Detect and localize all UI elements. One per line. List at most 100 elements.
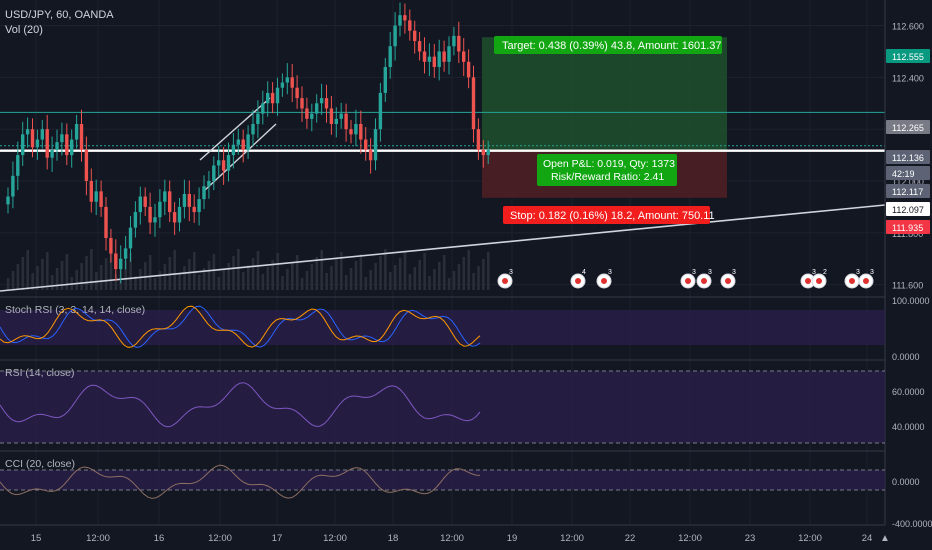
volume-bar xyxy=(85,256,88,290)
price-tag-label: 42:19 xyxy=(892,169,915,179)
candle-body xyxy=(70,139,74,156)
volume-bar xyxy=(80,263,83,290)
volume-bar xyxy=(398,258,402,290)
volume-bar xyxy=(413,267,417,290)
candle-body xyxy=(168,191,172,213)
price-tag-label: 112.136 xyxy=(892,153,924,163)
candle-body xyxy=(128,227,133,249)
volume-bar xyxy=(300,278,304,290)
volume-bar xyxy=(207,261,211,290)
price-tag-label: 112.265 xyxy=(892,123,924,133)
event-badge-dot xyxy=(601,278,607,284)
event-badge-dot xyxy=(863,278,869,284)
cci-line xyxy=(0,464,481,499)
time-label-11: 12:00 xyxy=(678,533,702,544)
volume-bar xyxy=(6,278,10,290)
volume-bar xyxy=(202,268,206,290)
event-badge-dot xyxy=(575,278,581,284)
candle-body xyxy=(334,118,338,124)
rsi-title: RSI (14, close) xyxy=(5,367,74,379)
volume-bar xyxy=(237,249,240,290)
candle-body xyxy=(138,196,142,213)
candle-body xyxy=(413,30,417,42)
channel-line-lower xyxy=(204,123,277,191)
price-tag-label: 111.935 xyxy=(892,223,923,233)
candle-body xyxy=(275,87,280,104)
time-label-8: 19 xyxy=(507,533,518,544)
volume-bar xyxy=(393,265,397,290)
candle-body xyxy=(270,92,275,104)
event-badge-count: 3 xyxy=(812,269,816,276)
candle-body xyxy=(187,193,191,207)
volume-bar xyxy=(384,249,387,290)
volume-bar xyxy=(246,265,250,290)
candle-body xyxy=(285,77,289,83)
candle-body xyxy=(60,134,64,143)
volume-bar xyxy=(271,260,274,290)
candle-body xyxy=(388,46,392,67)
time-label-14: 24 xyxy=(862,533,873,544)
time-label-0: 15 xyxy=(31,533,42,544)
candle-body xyxy=(393,25,397,47)
volume-bar xyxy=(173,250,176,290)
candle-body xyxy=(30,129,35,148)
candle-body xyxy=(6,196,10,205)
candle-body xyxy=(163,191,167,202)
event-badge-count: 2 xyxy=(823,269,827,276)
volume-bar xyxy=(163,264,167,290)
volume-bar xyxy=(428,276,431,290)
event-badge-dot xyxy=(849,278,855,284)
volume-bar xyxy=(168,257,172,290)
candle-body xyxy=(256,113,260,124)
candle-body xyxy=(231,144,236,156)
pnl-label: Open P&L: 0.019, Qty: 1373 xyxy=(543,158,675,170)
volume-bar xyxy=(266,267,270,290)
candle-body xyxy=(457,35,461,52)
event-badge-dot xyxy=(816,278,822,284)
volume-bar xyxy=(477,266,480,290)
candle-body xyxy=(373,129,378,161)
candle-body xyxy=(143,196,147,207)
volume-bar xyxy=(442,255,446,290)
volume-bar xyxy=(65,254,69,290)
rsi-tick-0: 60.0000 xyxy=(892,387,925,397)
volume-bar xyxy=(315,257,319,290)
candle-body xyxy=(202,186,206,200)
volume-bar xyxy=(227,263,230,290)
volume-bar xyxy=(320,250,323,290)
price-tag-bg xyxy=(886,184,930,198)
volume-bar xyxy=(21,257,25,290)
volume-bar xyxy=(261,274,265,290)
candle-body xyxy=(16,155,20,176)
stoch-band xyxy=(0,310,885,345)
chart-header: USD/JPY, 60, OANDA Vol (20) xyxy=(5,8,114,38)
volume-title: Vol (20) xyxy=(5,24,43,36)
candle-body xyxy=(427,56,432,62)
time-label-4: 17 xyxy=(272,533,283,544)
volume-bar xyxy=(144,262,147,290)
rsi-line xyxy=(0,382,481,428)
candle-body xyxy=(437,51,441,67)
volume-bar xyxy=(50,275,54,290)
candle-body xyxy=(442,51,446,62)
candle-body xyxy=(114,253,118,270)
volume-bar xyxy=(374,263,377,290)
candle-body xyxy=(261,103,265,114)
candle-body xyxy=(383,67,387,93)
volume-bar xyxy=(55,268,59,290)
candle-body xyxy=(221,160,226,171)
candle-body xyxy=(192,206,196,213)
price-tag-label: 112.117 xyxy=(892,187,923,197)
time-label-6: 18 xyxy=(388,533,399,544)
volume-bar xyxy=(242,272,245,290)
candle-body xyxy=(65,134,69,156)
volume-bar xyxy=(114,274,118,290)
candle-body xyxy=(45,129,49,158)
volume-bar xyxy=(104,258,108,290)
candle-body xyxy=(84,149,89,181)
pnl-label-box xyxy=(537,154,677,186)
candle-body xyxy=(476,129,481,150)
time-label-12: 23 xyxy=(745,533,756,544)
